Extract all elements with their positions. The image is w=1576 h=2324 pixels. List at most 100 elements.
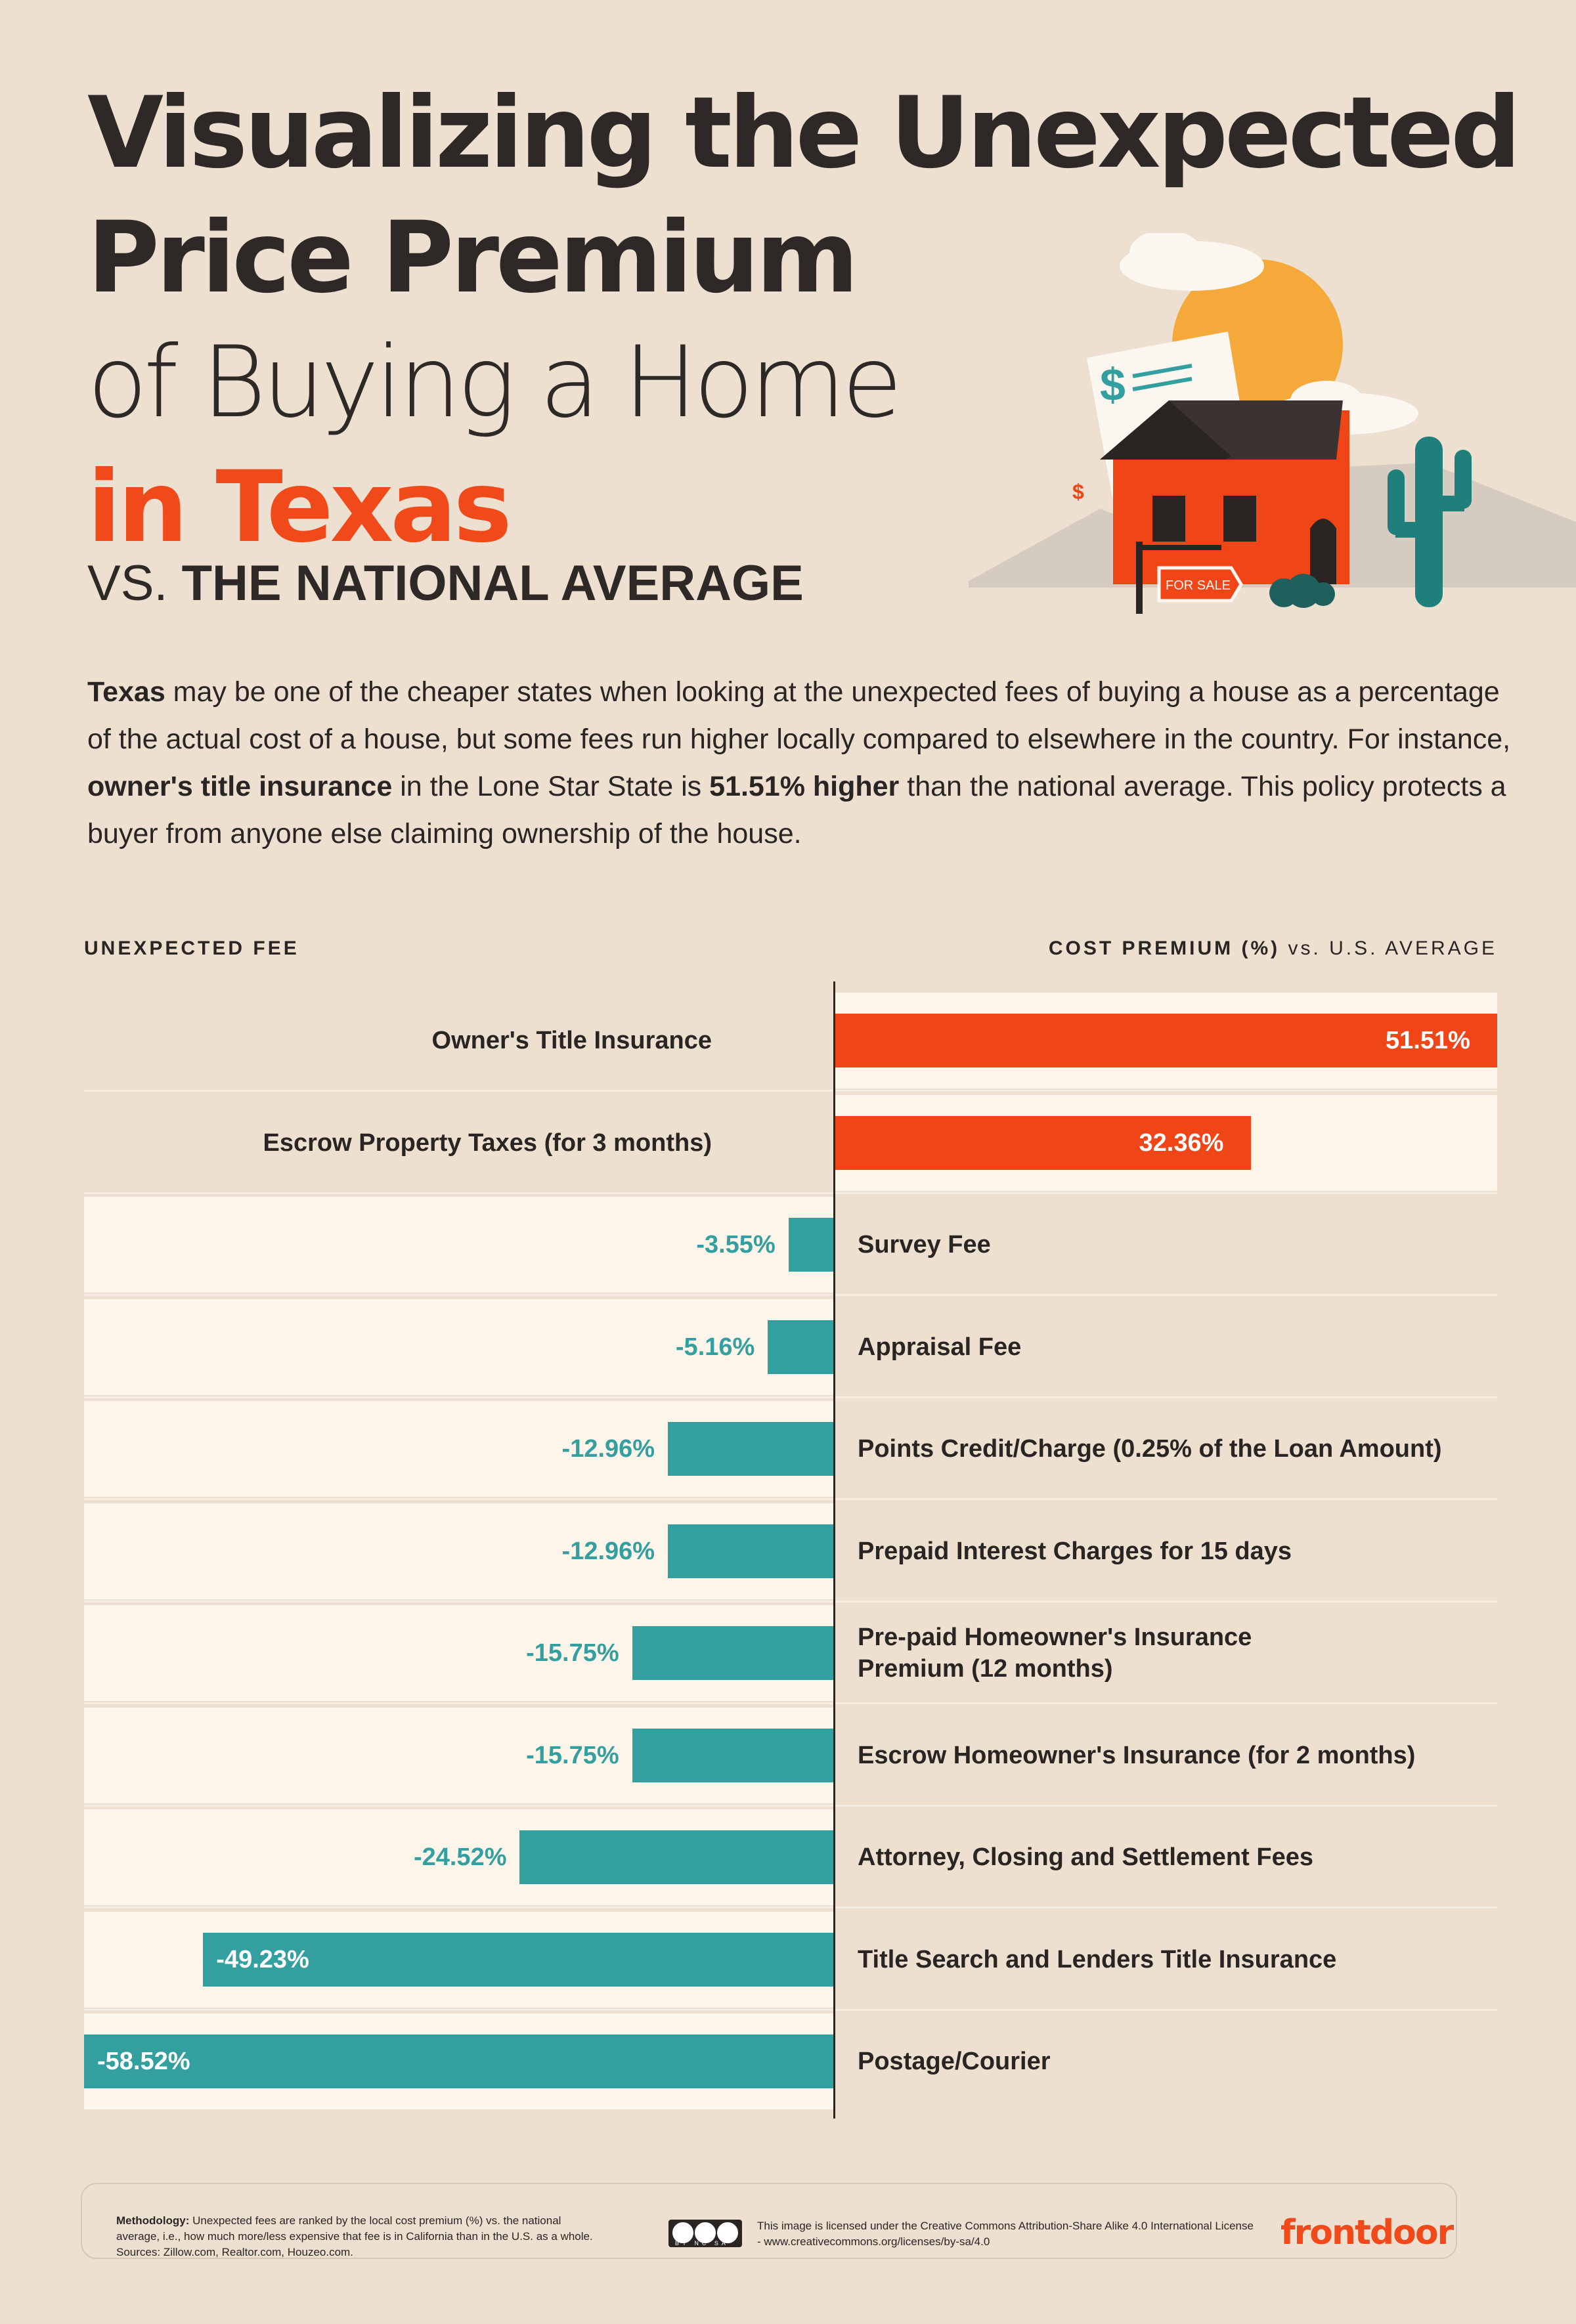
- chart-row: 51.51% Owner's Title Insurance: [84, 993, 1497, 1088]
- column-header-premium-bold: COST PREMIUM (%): [1048, 937, 1280, 959]
- bar: [519, 1830, 834, 1884]
- row-separator: [84, 1090, 1497, 1092]
- category-label: Appraisal Fee: [858, 1331, 1021, 1363]
- row-separator: [84, 1600, 1497, 1603]
- zero-axis-line: [833, 981, 835, 2119]
- value-label: -12.96%: [561, 1537, 655, 1565]
- for-sale-sign: FOR SALE: [1136, 542, 1243, 614]
- subtitle-vs: VS.: [87, 555, 168, 611]
- chart-row: 32.36% Escrow Property Taxes (for 3 month…: [84, 1094, 1497, 1191]
- column-header-premium: COST PREMIUM (%) vs. U.S. AVERAGE: [1049, 937, 1497, 960]
- bar: [632, 1728, 834, 1782]
- value-label: 51.51%: [1386, 1027, 1470, 1054]
- category-label: Owner's Title Insurance: [432, 1025, 712, 1056]
- chart-row: -15.75% Escrow Homeowner's Insurance (for…: [84, 1707, 1497, 1803]
- row-separator: [84, 1804, 1497, 1807]
- bar: [788, 1218, 834, 1272]
- dollar-small-icon: $: [1072, 480, 1084, 504]
- category-label-line: Postage/Courier: [858, 2048, 1051, 2075]
- intro-paragraph: Texas may be one of the cheaper states w…: [87, 668, 1512, 857]
- category-label-line: Escrow Property Taxes (for 3 months): [263, 1129, 712, 1157]
- bar: [834, 1014, 1497, 1067]
- category-label: Survey Fee: [858, 1229, 991, 1260]
- intro-premium: 51.51% higher: [709, 771, 900, 802]
- title-line-1: Visualizing the Unexpected: [87, 76, 1521, 190]
- bar: [768, 1320, 834, 1374]
- cactus-shape: [1388, 437, 1472, 607]
- title-line-2: Price Premium: [87, 201, 859, 315]
- for-sale-text: FOR SALE: [1166, 578, 1231, 593]
- category-label: Attorney, Closing and Settlement Fees: [858, 1841, 1313, 1873]
- methodology-note: Methodology: Unexpected fees are ranked …: [116, 2213, 602, 2260]
- category-label: Points Credit/Charge (0.25% of the Loan …: [858, 1433, 1442, 1465]
- bar: [632, 1626, 834, 1680]
- bar: [668, 1524, 834, 1578]
- category-label-line: Title Search and Lenders Title Insurance: [858, 1945, 1337, 1973]
- value-label: -3.55%: [696, 1231, 776, 1259]
- value-label: -15.75%: [526, 1639, 619, 1667]
- category-label-line: Survey Fee: [858, 1231, 991, 1259]
- cc-text: BY NC SA: [675, 2240, 729, 2247]
- column-header-premium-rest: vs. U.S. AVERAGE: [1280, 937, 1497, 959]
- house-shape: [1100, 400, 1349, 584]
- category-label: Prepaid Interest Charges for 15 days: [858, 1536, 1292, 1567]
- category-label-line: Appraisal Fee: [858, 1333, 1022, 1361]
- category-label: Escrow Homeowner's Insurance (for 2 mont…: [858, 1740, 1415, 1771]
- footer-box: Methodology: Unexpected fees are ranked …: [81, 2183, 1457, 2259]
- dollar-big-icon: $: [1100, 359, 1126, 410]
- value-label: -24.52%: [413, 1843, 507, 1871]
- bar: [668, 1422, 834, 1476]
- category-label-line: Points Credit/Charge (0.25% of the Loan …: [858, 1435, 1442, 1463]
- row-separator: [84, 1498, 1497, 1500]
- subtitle-rest: THE NATIONAL AVERAGE: [181, 555, 804, 611]
- page-title: Visualizing the Unexpected Price Premium…: [87, 76, 1521, 583]
- value-label: -12.96%: [561, 1435, 655, 1463]
- brand-logo: frontdoor: [1280, 2213, 1454, 2252]
- intro-state: Texas: [87, 676, 165, 708]
- value-label: -5.16%: [675, 1333, 755, 1361]
- methodology-label: Methodology:: [116, 2214, 190, 2227]
- category-label-line: Premium (12 months): [858, 1655, 1113, 1683]
- chart-row: -12.96% Prepaid Interest Charges for 15 d…: [84, 1503, 1497, 1599]
- page-subtitle: VS. THE NATIONAL AVERAGE: [87, 555, 804, 612]
- category-label: Postage/Courier: [858, 2046, 1051, 2077]
- category-label-line: Attorney, Closing and Settlement Fees: [858, 1843, 1313, 1871]
- bush-shape: [1269, 574, 1335, 608]
- intro-text-1: may be one of the cheaper states when lo…: [87, 676, 1511, 755]
- category-label-line: Prepaid Interest Charges for 15 days: [858, 1537, 1292, 1565]
- row-separator: [84, 1702, 1497, 1704]
- chart-row: -5.16% Appraisal Fee: [84, 1299, 1497, 1395]
- bar: [203, 1932, 834, 1987]
- chart-row: -15.75% Pre-paid Homeowner's Insurance Pre…: [84, 1605, 1497, 1701]
- methodology-text: Unexpected fees are ranked by the local …: [116, 2214, 593, 2258]
- title-line-4: in Texas: [87, 450, 512, 565]
- category-label-line: Owner's Title Insurance: [431, 1027, 712, 1054]
- category-label: Pre-paid Homeowner's Insurance Premium (1…: [858, 1622, 1252, 1685]
- row-separator: [84, 1294, 1497, 1296]
- chart-row: -24.52% Attorney, Closing and Settlement …: [84, 1809, 1497, 1905]
- intro-fee: owner's title insurance: [87, 771, 393, 802]
- value-label: -49.23%: [216, 1945, 309, 1973]
- category-label: Title Search and Lenders Title Insurance: [858, 1944, 1336, 1975]
- row-separator: [84, 1396, 1497, 1398]
- bar: [84, 2034, 834, 2088]
- row-separator: [84, 2008, 1497, 2011]
- title-line-3: of Buying a Home: [87, 326, 902, 440]
- chart-row: -49.23% Title Search and Lenders Title In…: [84, 1911, 1497, 2008]
- value-label: -58.52%: [97, 2048, 190, 2075]
- row-separator: [84, 1906, 1497, 1908]
- creative-commons-icon: BY NC SA: [668, 2220, 742, 2247]
- category-label-line: Escrow Homeowner's Insurance (for 2 mont…: [858, 1741, 1416, 1769]
- intro-text-2: in the Lone Star State is: [392, 771, 710, 802]
- intro-text-3: than the national average. This policy p…: [87, 771, 1506, 850]
- row-separator: [84, 1192, 1497, 1194]
- house-illustration: $ $ FOR SALE: [969, 233, 1576, 614]
- category-label-line: Pre-paid Homeowner's Insurance: [858, 1624, 1252, 1651]
- chart-row: -58.52% Postage/Courier: [84, 2013, 1497, 2109]
- column-header-fee: UNEXPECTED FEE: [84, 937, 299, 959]
- row-panel: [84, 1197, 834, 1293]
- category-label: Escrow Property Taxes (for 3 months): [263, 1127, 712, 1159]
- value-label: -15.75%: [526, 1741, 619, 1769]
- chart-row: -12.96% Points Credit/Charge (0.25% of th…: [84, 1401, 1497, 1497]
- row-panel: [84, 1299, 834, 1395]
